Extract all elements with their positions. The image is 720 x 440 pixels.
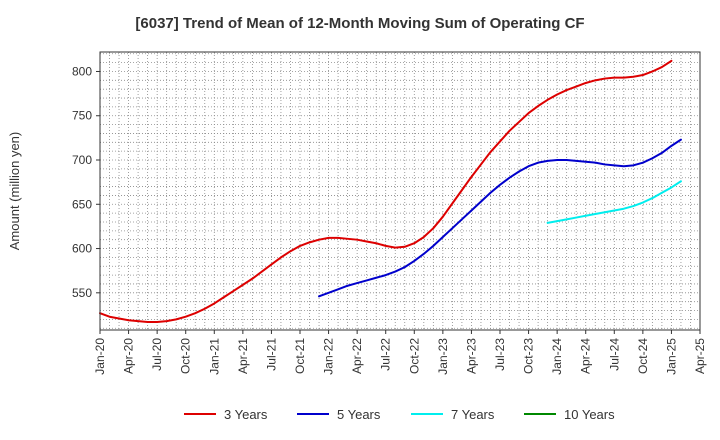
legend: 3 Years 5 Years 7 Years 10 Years [184,407,615,422]
x-tick-label: Apr-21 [236,338,250,374]
x-tick-label: Apr-23 [464,338,478,374]
x-tick-label: Apr-22 [350,338,364,374]
chart-title: [6037] Trend of Mean of 12-Month Moving … [135,15,584,32]
y-tick-label: 800 [72,64,92,78]
series-line-3-years [99,59,673,324]
x-tick-label: Jul-20 [150,338,164,371]
series-line-7-years [546,180,682,224]
y-tick-label: 550 [72,286,92,300]
x-tick-label: Oct-20 [179,338,193,374]
x-axis-ticks: Jan-20 Apr-20 Jul-20 Oct-20 Jan-21 Apr-21 Jul-… [93,330,707,375]
x-tick-label: Jul-23 [493,338,507,371]
x-tick-label: Jul-22 [379,338,393,371]
y-axis-label: Amount (million yen) [7,132,22,251]
y-tick-label: 600 [72,242,92,256]
plot-frame [99,51,701,331]
x-tick-label: Jan-22 [322,338,336,375]
legend-label: 3 Years [224,407,268,422]
legend-label: 7 Years [451,407,495,422]
grid [100,52,700,330]
series-line-5-years [318,138,682,298]
x-tick-label: Oct-24 [636,338,650,374]
legend-label: 5 Years [337,407,381,422]
y-tick-label: 700 [72,153,92,167]
plot-area [100,52,700,330]
x-tick-label: Jan-24 [550,338,564,375]
x-tick-label: Oct-23 [522,338,536,374]
y-tick-label: 750 [72,109,92,123]
x-tick-label: Jul-24 [607,338,621,371]
y-axis-ticks: 550 600 650 700 750 800 [72,64,100,300]
x-tick-label: Apr-20 [122,338,136,374]
x-tick-label: Oct-21 [293,338,307,374]
x-tick-label: Apr-24 [579,338,593,374]
x-tick-label: Jan-21 [207,338,221,375]
y-tick-label: 650 [72,197,92,211]
x-tick-label: Jul-21 [264,338,278,371]
series-lines [99,59,682,324]
legend-label: 10 Years [564,407,615,422]
x-tick-label: Oct-22 [407,338,421,374]
x-tick-label: Apr-25 [693,338,707,374]
x-tick-label: Jan-20 [93,338,107,375]
x-tick-label: Jan-23 [436,338,450,375]
x-tick-label: Jan-25 [664,338,678,375]
